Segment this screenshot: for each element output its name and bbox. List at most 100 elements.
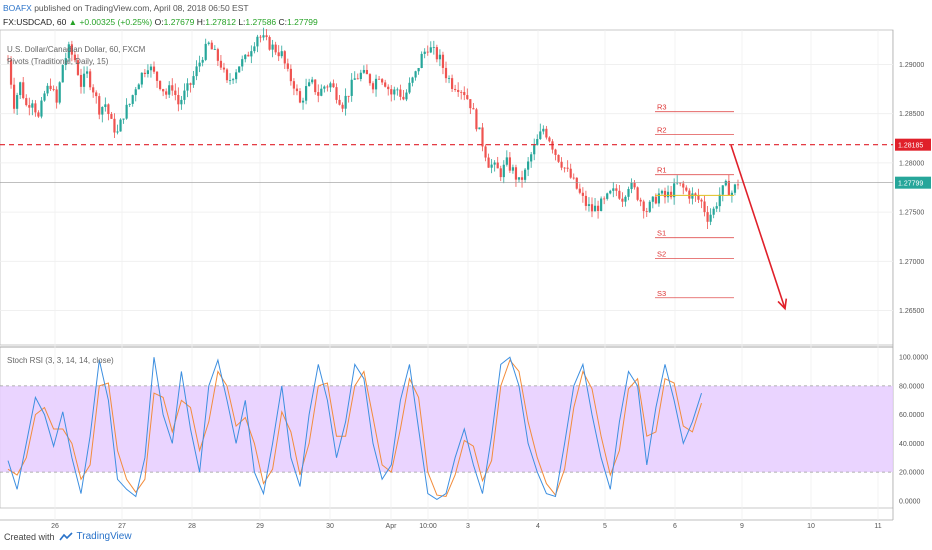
candle-body — [314, 79, 317, 93]
pivot-label-r1: R1 — [657, 166, 667, 175]
time-tick-label: 6 — [673, 523, 677, 530]
price-scale-bg — [893, 30, 932, 508]
candle-body — [603, 198, 606, 200]
candle-body — [484, 146, 487, 158]
candle-body — [548, 137, 551, 142]
candle-body — [46, 85, 49, 94]
candle-body — [25, 98, 28, 106]
candle-body — [475, 109, 478, 130]
candle-body — [213, 49, 216, 50]
candle-body — [621, 198, 624, 202]
candle-body — [566, 167, 569, 169]
candle-body — [125, 104, 128, 119]
candle-body — [429, 47, 432, 53]
publish-text: published on TradingView.com, April 08, … — [34, 3, 249, 13]
candle-body — [581, 192, 584, 196]
axes: 1.29000 1.28500 1.28000 1.27500 1.27000 1.265… — [51, 62, 928, 530]
candle-body — [137, 84, 140, 90]
candle-body — [530, 154, 533, 162]
candle-body — [554, 149, 557, 155]
candle-body — [49, 85, 52, 90]
candle-body — [663, 190, 667, 198]
candle-body — [73, 54, 77, 61]
time-tick-label: 29 — [256, 523, 264, 530]
candle-body — [697, 195, 700, 200]
publish-info: BOAFX published on TradingView.com, Apri… — [3, 3, 249, 13]
candle-body — [192, 76, 195, 85]
candle-body — [37, 112, 40, 117]
high-key: H: — [196, 17, 206, 27]
candle-body — [152, 66, 156, 72]
candle-body — [402, 96, 405, 100]
candle-body — [408, 82, 411, 93]
candle-body — [162, 89, 165, 92]
candle-body — [332, 83, 335, 88]
candle-body — [344, 95, 347, 109]
candle-body — [359, 72, 362, 80]
time-tick-label: 28 — [188, 523, 196, 530]
candle-body — [542, 128, 545, 132]
candle-body — [235, 72, 238, 80]
candle-body — [82, 73, 86, 87]
candle-body — [338, 99, 341, 105]
candle-body — [642, 201, 645, 212]
candle-body — [493, 162, 496, 165]
pivot-levels: R3 R2 R1 S1 S2 S3 — [0, 103, 893, 299]
candle-body — [286, 63, 289, 69]
candle-body — [496, 162, 499, 169]
candle-body — [575, 177, 578, 189]
candle-body — [539, 131, 542, 140]
candle-body — [131, 95, 134, 104]
projection-arrow-head — [777, 298, 788, 311]
candle-body — [447, 78, 451, 79]
candle-body — [560, 161, 563, 168]
time-tick-label: 3 — [466, 523, 470, 530]
candle-body — [19, 82, 22, 96]
candle-body — [487, 157, 490, 168]
candle-body — [606, 193, 609, 199]
candle-body — [326, 86, 329, 88]
candle-body — [158, 80, 162, 90]
tradingview-brand[interactable]: TradingView — [76, 531, 132, 542]
rsi-tick-label: 40.0000 — [899, 441, 924, 448]
candle-body — [490, 164, 493, 168]
pivot-label-r2: R2 — [657, 125, 667, 134]
stoch-band — [0, 385, 893, 473]
time-tick-label: 4 — [536, 523, 540, 530]
candle-body — [551, 141, 554, 150]
low-key: L: — [238, 17, 246, 27]
candle-body — [727, 180, 730, 196]
candle-body — [64, 58, 67, 66]
candle-body — [666, 191, 670, 198]
candle-body — [225, 69, 229, 81]
candle-body — [253, 46, 256, 52]
author-link[interactable]: BOAFX — [3, 3, 32, 13]
candle-body — [511, 167, 515, 171]
candle-body — [295, 88, 299, 92]
candle-body — [721, 185, 724, 195]
candle-body — [283, 51, 286, 64]
candle-body — [368, 74, 372, 84]
candle-body — [277, 52, 280, 57]
candle-body — [387, 86, 390, 90]
candle-body — [733, 184, 737, 193]
candle-body — [673, 183, 676, 198]
footer: Created with TradingView — [4, 531, 132, 542]
candle-body — [669, 191, 673, 198]
candle-body — [600, 198, 603, 211]
candle-body — [146, 70, 150, 74]
candle-body — [417, 67, 420, 72]
candle-body — [648, 201, 651, 212]
resistance-price-tag — [895, 138, 931, 151]
candle-body — [22, 82, 25, 99]
candle-body — [40, 100, 43, 117]
candle-body — [228, 80, 232, 81]
candle-body — [557, 154, 560, 162]
candle-body — [478, 127, 481, 130]
candle-body — [292, 81, 296, 89]
candle-body — [463, 92, 466, 96]
candle-body — [362, 69, 365, 73]
candle-body — [636, 187, 639, 200]
candle-body — [238, 66, 241, 73]
stoch-rsi-pane — [0, 356, 893, 500]
